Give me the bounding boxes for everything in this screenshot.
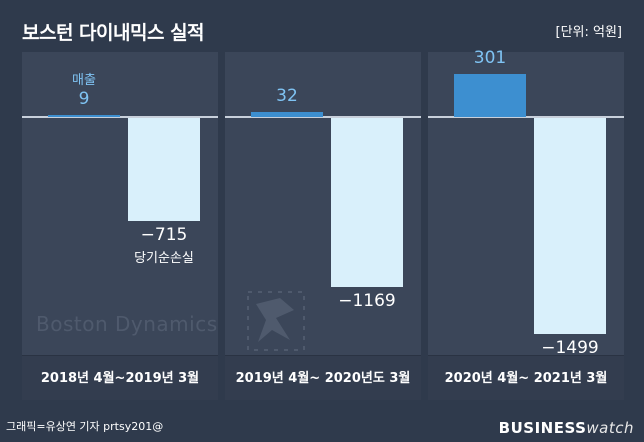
zero-baseline [428, 116, 624, 118]
net-loss-bar [331, 118, 403, 287]
brand-light: watch [586, 419, 634, 437]
graphic-credit: 그래픽=유상연 기자 prtsy201@ [6, 420, 164, 433]
zero-baseline [22, 116, 218, 118]
boston-dynamics-logo-icon [247, 291, 305, 351]
category-label: 2018년 4월~2019년 3월 [40, 371, 200, 386]
period-label-band [225, 356, 421, 400]
revenue-bar [48, 115, 120, 117]
zero-baseline [225, 116, 421, 118]
revenue-series-label: 매출 [72, 73, 96, 88]
category-label: 2019년 4월~ 2020년도 3월 [235, 371, 411, 386]
brand-logo: BUSINESSwatch [499, 419, 634, 437]
chart-title: 보스턴 다이내믹스 실적 [22, 22, 205, 44]
period-divider [225, 355, 421, 356]
period-panel: 2019년 4월~ 2020년도 3월 32 −1169 [225, 52, 421, 400]
revenue-bar [454, 73, 526, 117]
period-divider [428, 355, 624, 356]
revenue-value-label: 301 [473, 47, 507, 68]
revenue-bar [251, 112, 323, 117]
category-label: 2020년 4월~ 2021년 3월 [444, 371, 608, 386]
period-divider [22, 355, 218, 356]
period-panel: 2020년 4월~ 2021년 3월 301 −1499 [428, 48, 624, 400]
net-loss-bar [534, 118, 606, 335]
revenue-value-label: 32 [276, 86, 298, 107]
brand-bold: BUSINESS [498, 419, 587, 437]
net-loss-bar [128, 118, 200, 222]
unit-label: [단위: 억원] [555, 25, 623, 40]
net-loss-value-label: −715 [140, 225, 188, 246]
net-loss-value-label: −1169 [338, 290, 396, 311]
period-label-band [428, 356, 624, 400]
period-panel: 2018년 4월~2019년 3월 9 매출 −715 당기순손실 [22, 52, 218, 400]
revenue-value-label: 9 [78, 89, 90, 109]
net-loss-value-label: −1499 [541, 338, 599, 359]
watermark-text: Boston Dynamics [36, 312, 218, 336]
period-label-band [22, 356, 218, 400]
net-loss-series-label: 당기순손실 [134, 251, 194, 267]
